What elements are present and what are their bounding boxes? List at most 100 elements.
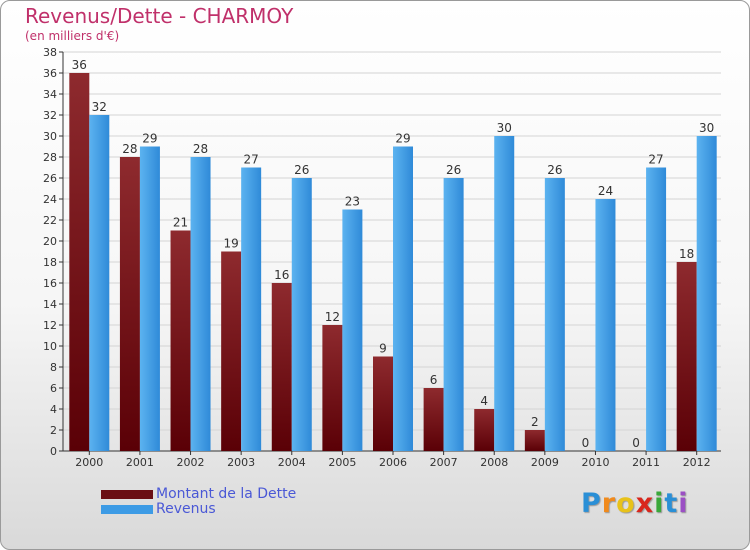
data-label: 26 (446, 163, 461, 177)
bar-revenue (595, 199, 616, 451)
y-tick-label: 36 (43, 67, 57, 80)
y-tick-label: 16 (43, 277, 57, 290)
bar-debt (676, 262, 697, 451)
legend-swatch-revenue (101, 505, 153, 514)
bar-debt (271, 283, 292, 451)
data-label: 28 (122, 142, 137, 156)
y-tick-label: 4 (50, 403, 57, 416)
chart-subtitle: (en milliers d'€) (25, 29, 120, 43)
y-tick-label: 10 (43, 340, 57, 353)
bar-revenue (139, 146, 160, 451)
y-tick-label: 32 (43, 109, 57, 122)
bar-revenue (241, 167, 262, 451)
y-tick-label: 38 (43, 46, 57, 59)
data-label: 0 (632, 436, 640, 450)
data-label: 30 (699, 121, 714, 135)
y-tick-label: 34 (43, 88, 57, 101)
data-label: 27 (244, 153, 259, 167)
legend-label-debt: Montant de la Dette (156, 486, 297, 502)
data-label: 0 (582, 436, 590, 450)
legend-swatch-debt (101, 490, 153, 499)
x-tick-label: 2005 (328, 456, 356, 469)
x-tick-label: 2006 (379, 456, 407, 469)
logo-letter: i (678, 488, 689, 519)
x-tick-label: 2002 (177, 456, 205, 469)
y-tick-label: 30 (43, 130, 57, 143)
x-tick-label: 2007 (430, 456, 458, 469)
x-tick-label: 2012 (683, 456, 711, 469)
data-label: 36 (72, 58, 87, 72)
bar-revenue (291, 178, 312, 451)
legend-item-debt: Montant de la Dette (101, 487, 296, 502)
y-tick-label: 0 (50, 445, 57, 458)
data-label: 16 (274, 268, 289, 282)
data-label: 29 (142, 132, 157, 146)
y-tick-label: 20 (43, 235, 57, 248)
y-tick-label: 24 (43, 193, 57, 206)
data-label: 9 (379, 342, 387, 356)
chart-title: Revenus/Dette - CHARMOY (25, 4, 294, 28)
y-tick-label: 8 (50, 361, 57, 374)
bar-debt (69, 73, 90, 451)
data-label: 27 (648, 153, 663, 167)
logo-letter: x (635, 488, 655, 519)
legend-label-revenue: Revenus (156, 501, 216, 517)
y-tick-label: 14 (43, 298, 57, 311)
x-tick-label: 2003 (227, 456, 255, 469)
data-label: 26 (547, 163, 562, 177)
data-label: 32 (92, 100, 107, 114)
logo-letter: i (654, 488, 665, 519)
bar-revenue (190, 157, 211, 451)
data-label: 2 (531, 415, 539, 429)
bar-revenue (342, 209, 363, 451)
y-tick-label: 6 (50, 382, 57, 395)
bar-revenue (646, 167, 667, 451)
data-label: 30 (497, 121, 512, 135)
x-tick-label: 2000 (75, 456, 103, 469)
bar-debt (524, 430, 545, 451)
bar-debt (170, 230, 191, 451)
y-tick-label: 12 (43, 319, 57, 332)
data-label: 6 (430, 373, 438, 387)
x-tick-label: 2009 (531, 456, 559, 469)
data-label: 29 (395, 132, 410, 146)
data-label: 24 (598, 184, 613, 198)
data-label: 4 (480, 394, 488, 408)
data-label: 12 (325, 310, 340, 324)
x-tick-label: 2011 (632, 456, 660, 469)
legend-item-revenue: Revenus (101, 502, 296, 517)
legend: Montant de la Dette Revenus (101, 487, 296, 517)
bar-debt (373, 356, 393, 451)
x-tick-label: 2008 (480, 456, 508, 469)
y-tick-label: 22 (43, 214, 57, 227)
logo-letter: P (581, 488, 602, 519)
x-tick-label: 2001 (126, 456, 154, 469)
logo-letter: o (616, 488, 636, 519)
data-label: 23 (345, 195, 360, 209)
bar-revenue (544, 178, 565, 451)
y-tick-label: 2 (50, 424, 57, 437)
bar-debt (119, 157, 140, 451)
data-label: 19 (224, 237, 239, 251)
data-label: 28 (193, 142, 208, 156)
y-tick-label: 28 (43, 151, 57, 164)
y-tick-label: 26 (43, 172, 57, 185)
bar-revenue (696, 136, 717, 451)
bar-debt (474, 409, 495, 451)
bar-debt (221, 251, 242, 451)
logo-letter: t (664, 488, 679, 519)
y-tick-label: 18 (43, 256, 57, 269)
x-tick-label: 2004 (278, 456, 306, 469)
bar-debt (423, 388, 444, 451)
data-label: 26 (294, 163, 309, 177)
bar-revenue (443, 178, 464, 451)
bar-debt (322, 325, 343, 451)
data-label: 21 (173, 216, 188, 230)
logo-letter: r (601, 488, 617, 519)
bar-revenue (393, 146, 413, 451)
bar-revenue (89, 115, 110, 451)
proxiti-logo: Proxiti (581, 488, 689, 519)
x-tick-label: 2010 (581, 456, 609, 469)
